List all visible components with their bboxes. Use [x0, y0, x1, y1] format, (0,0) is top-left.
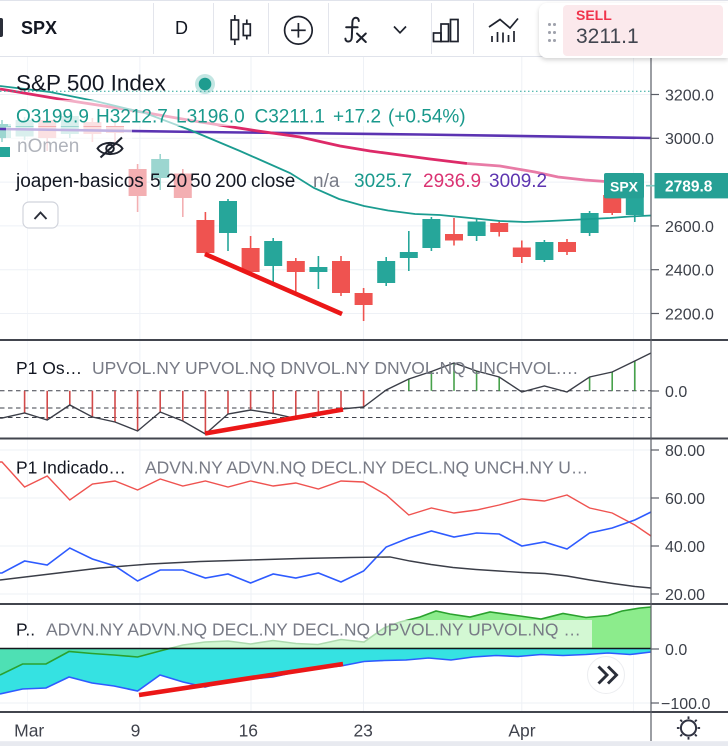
svg-text:3200.0: 3200.0	[665, 87, 714, 104]
svg-text:P1 Indicado…: P1 Indicado…	[16, 458, 126, 478]
svg-text:20.00: 20.00	[665, 587, 705, 604]
svg-text:ADVN.NY ADVN.NQ DECL.NY DECL.N: ADVN.NY ADVN.NQ DECL.NY DECL.NQ UNCH.NY …	[145, 458, 588, 478]
svg-text:ADVN.NY ADVN.NQ DECL.NY DECL.N: ADVN.NY ADVN.NQ DECL.NY DECL.NQ UPVOL.NY…	[46, 620, 581, 640]
svg-text:5: 5	[150, 171, 161, 192]
svg-text:80.00: 80.00	[665, 443, 705, 460]
svg-text:200: 200	[215, 171, 247, 192]
svg-text:2400.0: 2400.0	[665, 263, 714, 280]
svg-text:0.0: 0.0	[665, 384, 687, 401]
svg-text:9: 9	[131, 721, 141, 741]
svg-text:O3199.9: O3199.9	[16, 107, 89, 128]
svg-text:40.00: 40.00	[665, 539, 705, 556]
svg-text:C3211.1: C3211.1	[255, 107, 325, 128]
svg-text:60.00: 60.00	[665, 491, 705, 508]
svg-text:−100.0: −100.0	[661, 696, 710, 713]
svg-text:2600.0: 2600.0	[665, 219, 714, 236]
svg-text:nOmen: nOmen	[17, 136, 79, 157]
svg-text:SPX: SPX	[610, 179, 639, 195]
svg-text:P1 Os…: P1 Os…	[16, 358, 82, 378]
svg-text:20: 20	[166, 171, 187, 192]
svg-text:Apr: Apr	[508, 721, 535, 741]
svg-text:+17.2: +17.2	[333, 107, 381, 128]
svg-text:P..: P..	[16, 620, 35, 640]
svg-text:3000.0: 3000.0	[665, 131, 714, 148]
svg-text:(+0.54%): (+0.54%)	[388, 107, 466, 128]
svg-text:H3212.7: H3212.7	[96, 107, 168, 128]
svg-text:UPVOL.NY UPVOL.NQ DNVOL.NY DNV: UPVOL.NY UPVOL.NQ DNVOL.NY DNVOL.NQ UNCH…	[92, 358, 579, 378]
svg-text:n/a: n/a	[313, 171, 340, 192]
svg-text:50: 50	[190, 171, 211, 192]
svg-text:23: 23	[353, 721, 372, 741]
svg-text:L3196.0: L3196.0	[176, 107, 245, 128]
svg-text:2789.8: 2789.8	[665, 179, 713, 196]
svg-text:S&P 500 Index: S&P 500 Index	[16, 71, 166, 96]
svg-text:3025.7: 3025.7	[354, 171, 412, 192]
svg-text:close: close	[251, 171, 295, 192]
svg-text:2200.0: 2200.0	[665, 306, 714, 323]
svg-text:Mar: Mar	[14, 721, 44, 741]
svg-text:16: 16	[239, 721, 258, 741]
svg-text:3009.2: 3009.2	[489, 171, 547, 192]
svg-text:0.0: 0.0	[665, 642, 687, 659]
svg-text:2936.9: 2936.9	[423, 171, 481, 192]
svg-text:joapen-basicos: joapen-basicos	[15, 171, 144, 192]
